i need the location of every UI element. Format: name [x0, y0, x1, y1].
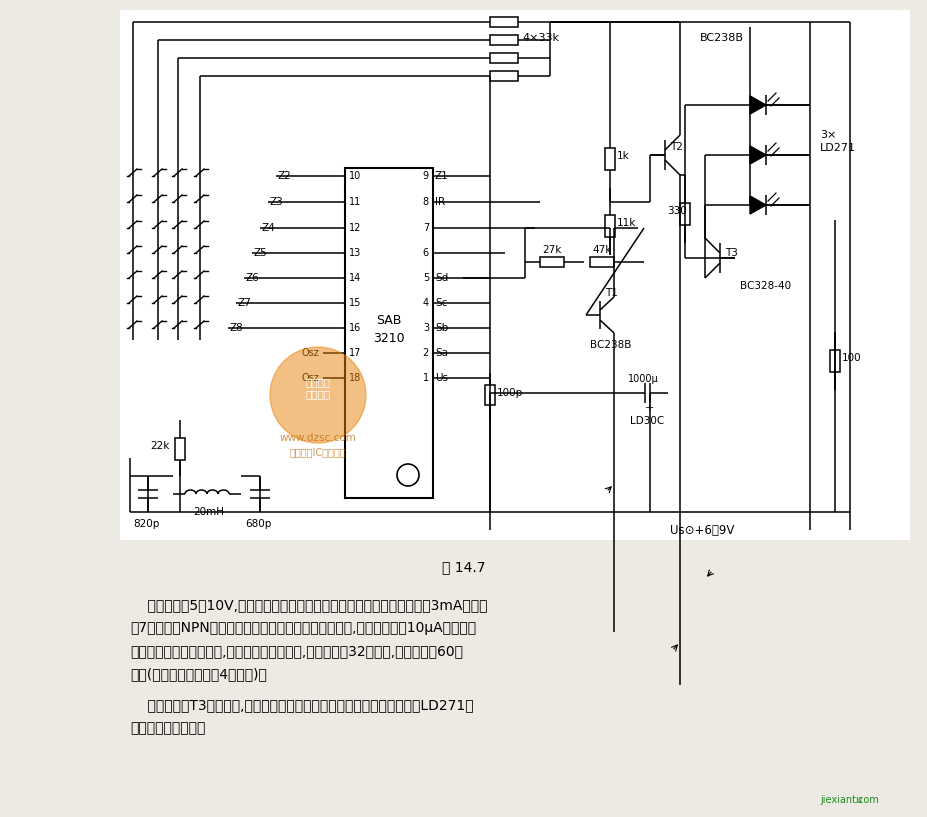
Text: 全球最大IC采购网站: 全球最大IC采购网站 — [289, 447, 346, 457]
Text: Us: Us — [435, 373, 448, 383]
Polygon shape — [749, 96, 765, 114]
Text: 13: 13 — [349, 248, 361, 258]
Text: BC238B: BC238B — [590, 340, 630, 350]
Text: jiexiantu: jiexiantu — [819, 795, 861, 805]
Bar — [540, 257, 564, 267]
Text: Z2: Z2 — [278, 171, 291, 181]
Text: 8: 8 — [423, 197, 428, 207]
Text: 3210: 3210 — [373, 332, 404, 345]
Text: 12: 12 — [349, 223, 361, 233]
Text: LD30C: LD30C — [629, 416, 664, 426]
Text: SAB: SAB — [376, 315, 401, 328]
Text: IR: IR — [435, 197, 445, 207]
Text: 11k: 11k — [616, 218, 636, 228]
Text: 3×: 3× — [819, 130, 835, 140]
Text: 末级晶体管T3为恒流源,这可保证在电源电压降低时能由三个发光二极管LD271显: 末级晶体管T3为恒流源,这可保证在电源电压降低时能由三个发光二极管LD271显 — [130, 698, 473, 712]
Text: T2: T2 — [669, 142, 682, 152]
Text: LD271: LD271 — [819, 143, 855, 153]
Bar — [590, 257, 614, 267]
Text: Osz: Osz — [301, 373, 319, 383]
Text: +: + — [644, 403, 654, 413]
Text: 14: 14 — [349, 273, 361, 283]
Bar — [829, 350, 839, 372]
Text: Z4: Z4 — [261, 223, 275, 233]
Text: 18: 18 — [349, 373, 361, 383]
Circle shape — [270, 347, 365, 443]
Text: 电源电压为5～10V,适于电池供电。工作时除末级外整个电路吸收电流为3mA。通过: 电源电压为5～10V,适于电池供电。工作时除末级外整个电路吸收电流为3mA。通过 — [130, 598, 487, 612]
Text: T1: T1 — [604, 288, 617, 298]
Text: 820p: 820p — [133, 519, 159, 529]
Text: Sd: Sd — [435, 273, 448, 283]
Text: 1k: 1k — [616, 151, 629, 161]
Bar — [489, 17, 517, 27]
Text: 330: 330 — [667, 206, 686, 216]
Bar — [489, 71, 517, 81]
Text: 1: 1 — [423, 373, 428, 383]
Bar — [604, 148, 615, 170]
Text: 20mH: 20mH — [193, 507, 223, 517]
Text: 2: 2 — [423, 348, 428, 358]
Text: Sc: Sc — [435, 298, 447, 308]
Text: 4×33k: 4×33k — [521, 33, 558, 43]
Text: Z6: Z6 — [246, 273, 260, 283]
Text: 22k: 22k — [150, 441, 170, 451]
Text: 1000μ: 1000μ — [628, 374, 658, 384]
Bar — [489, 53, 517, 63]
Text: 5: 5 — [423, 273, 428, 283]
Text: 680p: 680p — [245, 519, 271, 529]
Text: 100p: 100p — [497, 388, 523, 398]
Text: 示出供电电压情况。: 示出供电电压情况。 — [130, 721, 205, 735]
Polygon shape — [749, 196, 765, 214]
Text: 4: 4 — [423, 298, 428, 308]
Text: Z7: Z7 — [237, 298, 251, 308]
Text: 图 14.7: 图 14.7 — [442, 560, 485, 574]
Bar — [485, 385, 494, 405]
Text: BC328-40: BC328-40 — [739, 281, 791, 291]
Text: 6: 6 — [423, 248, 428, 258]
Text: 脚7接入一个NPN晶体管可使静止状态下电路同电池分离,其吸收电流在10μA以下。为: 脚7接入一个NPN晶体管可使静止状态下电路同电池分离,其吸收电流在10μA以下。… — [130, 621, 476, 635]
Text: 7: 7 — [423, 223, 428, 233]
Text: 100: 100 — [841, 353, 860, 363]
Bar — [604, 215, 615, 237]
Text: T3: T3 — [724, 248, 737, 258]
Text: 47k: 47k — [591, 245, 611, 255]
Text: Z5: Z5 — [254, 248, 268, 258]
Text: 9: 9 — [423, 171, 428, 181]
Bar — [175, 438, 184, 460]
Bar — [489, 35, 517, 45]
Text: .com: .com — [854, 795, 878, 805]
Bar — [679, 203, 690, 225]
Text: 10: 10 — [349, 171, 361, 181]
Text: 指令(每二个二极管产生4条指令)。: 指令(每二个二极管产生4条指令)。 — [130, 667, 267, 681]
Text: Z8: Z8 — [230, 323, 244, 333]
Bar — [120, 10, 909, 540]
Text: 使发射器接通和发出指令,需采用四列八行连线,直接可产生32条指令,并可扩展成60条: 使发射器接通和发出指令,需采用四列八行连线,直接可产生32条指令,并可扩展成60… — [130, 644, 463, 658]
Text: Us⊙+6～9V: Us⊙+6～9V — [669, 524, 733, 537]
Text: 11: 11 — [349, 197, 361, 207]
Text: 27k: 27k — [541, 245, 561, 255]
Text: 杭州维库
电市场网: 杭州维库 电市场网 — [305, 377, 330, 399]
Text: 17: 17 — [349, 348, 361, 358]
Text: Sb: Sb — [435, 323, 448, 333]
Polygon shape — [749, 146, 765, 164]
Text: Osz: Osz — [301, 348, 319, 358]
Text: 3: 3 — [423, 323, 428, 333]
Text: Sa: Sa — [435, 348, 448, 358]
Text: 15: 15 — [349, 298, 361, 308]
Text: Z3: Z3 — [270, 197, 284, 207]
Text: Z1: Z1 — [435, 171, 449, 181]
Text: BC238B: BC238B — [699, 33, 743, 43]
Text: 16: 16 — [349, 323, 361, 333]
Text: www.dzsc.com: www.dzsc.com — [279, 433, 356, 443]
Bar — [345, 168, 433, 498]
